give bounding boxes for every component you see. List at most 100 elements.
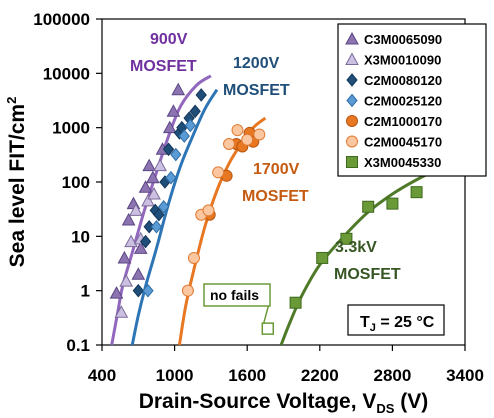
fit-curve-2 bbox=[130, 88, 219, 345]
no-fails-marker bbox=[261, 322, 275, 335]
point-c2m0045170 bbox=[202, 204, 215, 217]
annotation-3300-line-1: 3.3kV bbox=[335, 239, 377, 256]
x-tick-label: 1600 bbox=[228, 366, 266, 385]
point-c3m0065090 bbox=[171, 82, 186, 96]
annotation-1700-line-2: MOSFET bbox=[242, 188, 309, 205]
annotation-900-line-2: MOSFET bbox=[130, 58, 197, 75]
legend: C3M0065090 X3M0010090 C2M0080120 C2M0025120… bbox=[337, 23, 487, 177]
point-x3m0010090 bbox=[114, 305, 129, 318]
point-x3m0010090 bbox=[141, 193, 155, 207]
legend-label-c3m0065090: C3M0065090 bbox=[364, 32, 442, 47]
x-tick-label: 2200 bbox=[301, 366, 339, 385]
legend-marker-x3m0045330 bbox=[346, 156, 358, 168]
point-c3m0065090 bbox=[121, 212, 136, 226]
y-tick-label: 100 bbox=[62, 173, 90, 192]
no-fails-box bbox=[203, 283, 271, 307]
tj-label: TJ = 25 °C bbox=[360, 314, 435, 334]
data-markers bbox=[109, 82, 450, 318]
tj-frame bbox=[347, 304, 445, 336]
point-c2m0045170 bbox=[241, 133, 254, 146]
x-tick-label: 3400 bbox=[446, 366, 484, 385]
point-c2m0025120 bbox=[178, 129, 190, 143]
tj-subscript: J bbox=[370, 322, 376, 334]
point-c3m0065090 bbox=[131, 267, 146, 280]
no-fails-callout: no fails bbox=[203, 283, 275, 335]
point-c2m0025120 bbox=[142, 283, 154, 298]
point-x3m0010090 bbox=[119, 274, 134, 287]
point-c2m0025120 bbox=[170, 147, 182, 162]
legend-marker-x3m0010090 bbox=[345, 52, 359, 65]
legend-label-c2m0080120: C2M0080120 bbox=[364, 73, 442, 88]
point-c3m0065090 bbox=[138, 180, 153, 193]
point-c3m0065090 bbox=[162, 120, 177, 134]
y-tick-label: 0.1 bbox=[66, 336, 90, 355]
point-c2m0080120 bbox=[153, 207, 165, 222]
y-axis: 0.1 1 10 100 1000 10000 100000 bbox=[33, 10, 102, 355]
point-c3m0065090 bbox=[133, 241, 148, 254]
point-c2m0080120 bbox=[162, 142, 175, 157]
x-axis: 400 1000 1600 2200 2800 3400 bbox=[88, 345, 484, 385]
legend-items: C3M0065090 X3M0010090 C2M0080120 C2M0025120… bbox=[345, 31, 442, 170]
y-tick-label: 10000 bbox=[43, 64, 90, 83]
annotation-1700-line-1: 1700V bbox=[253, 161, 300, 178]
legend-marker-c2m0045170 bbox=[346, 135, 358, 148]
x-axis-title: Drain-Source Voltage, VDS (V) bbox=[139, 390, 429, 416]
legend-label-c2m0025120: C2M0025120 bbox=[364, 94, 442, 109]
y-tick-label: 100000 bbox=[33, 10, 90, 29]
point-x3m0045330 bbox=[410, 186, 423, 199]
point-x3m0010090 bbox=[129, 203, 143, 216]
annotation-900-line-1: 900V bbox=[150, 31, 188, 48]
point-c2m0025120 bbox=[158, 199, 170, 214]
y-tick-label: 1 bbox=[81, 282, 90, 301]
point-x3m0045330 bbox=[340, 232, 353, 245]
point-c2m0025120 bbox=[150, 219, 163, 234]
tj-prefix: T bbox=[360, 314, 370, 331]
annotation-1200-line-2: MOSFET bbox=[223, 82, 290, 99]
x-tick-label: 1000 bbox=[156, 366, 194, 385]
point-c3m0065090 bbox=[117, 250, 132, 264]
legend-label-c2m1000170: C2M1000170 bbox=[364, 114, 442, 129]
tj-suffix: = 25 °C bbox=[376, 314, 435, 331]
point-c2m0025120 bbox=[165, 170, 177, 185]
legend-marker-c2m0025120 bbox=[346, 93, 358, 108]
point-c2m0080120 bbox=[189, 104, 201, 119]
point-x3m0045330 bbox=[386, 197, 399, 210]
point-c3m0065090 bbox=[142, 158, 157, 172]
y-axis-title-superscript: 2 bbox=[4, 97, 19, 104]
legend-label-x3m0045330: X3M0045330 bbox=[364, 155, 441, 170]
point-x3m0045330 bbox=[289, 296, 302, 309]
point-x3m0045330 bbox=[316, 251, 329, 264]
annotation-3300-line-2: MOSFET bbox=[334, 266, 401, 283]
x-axis-title-subscript: DS bbox=[376, 401, 394, 416]
point-c2m0045170 bbox=[231, 124, 244, 137]
x-tick-label: 400 bbox=[88, 366, 116, 385]
point-c3m0065090 bbox=[109, 286, 124, 299]
point-c2m0045170 bbox=[181, 284, 194, 297]
legend-label-c2m0045170: C2M0045170 bbox=[364, 135, 442, 150]
y-tick-label: 10 bbox=[71, 227, 90, 246]
legend-marker-c2m0080120 bbox=[346, 73, 358, 87]
point-c2m0080120 bbox=[139, 234, 152, 249]
point-c3m0065090 bbox=[145, 170, 160, 184]
legend-label-x3m0010090: X3M0010090 bbox=[364, 53, 441, 68]
point-c2m0045170 bbox=[223, 138, 236, 151]
x-tick-label: 2800 bbox=[373, 366, 411, 385]
legend-marker-c3m0065090 bbox=[345, 31, 359, 45]
x-axis-title-main: Drain-Source Voltage, V bbox=[139, 390, 377, 413]
no-fails-label: no fails bbox=[210, 287, 259, 303]
point-x3m0010090 bbox=[147, 187, 161, 200]
point-c2m0045170 bbox=[212, 166, 225, 179]
annotation-1200-line-1: 1200V bbox=[233, 55, 280, 72]
point-c2m0045170 bbox=[187, 251, 200, 264]
legend-frame bbox=[337, 23, 487, 177]
point-c3m0065090 bbox=[166, 104, 181, 117]
point-x3m0010090 bbox=[124, 234, 138, 248]
annotations: 900V MOSFET 1200V MOSFET 1700V MOSFET 3.3kV MOS… bbox=[130, 31, 401, 283]
tj-box: TJ = 25 °C bbox=[347, 304, 445, 336]
point-c2m0025120 bbox=[184, 118, 196, 133]
point-c2m0080120 bbox=[132, 283, 144, 298]
point-c2m0080120 bbox=[195, 88, 207, 102]
y-tick-label: 1000 bbox=[52, 119, 90, 138]
legend-marker-c2m1000170 bbox=[346, 115, 358, 127]
